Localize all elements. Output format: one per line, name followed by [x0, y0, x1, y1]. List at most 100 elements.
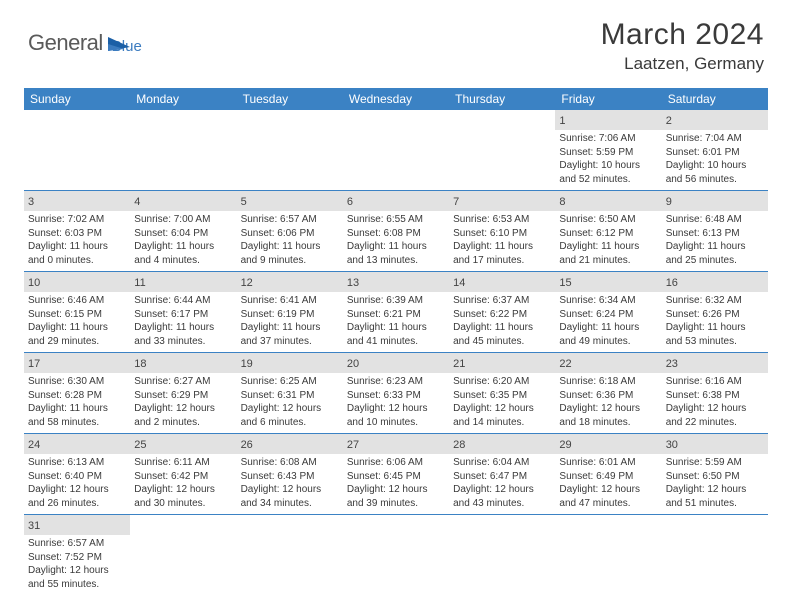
day-cell: Sunrise: 6:41 AMSunset: 6:19 PMDaylight:… — [237, 292, 343, 353]
sunrise-line: Sunrise: 7:06 AM — [559, 132, 657, 146]
day-number-cell: 20 — [343, 353, 449, 374]
sunrise-line: Sunrise: 6:50 AM — [559, 213, 657, 227]
sunrise-line: Sunrise: 6:39 AM — [347, 294, 445, 308]
daylight-line: Daylight: 11 hours and 58 minutes. — [28, 402, 126, 429]
sunrise-line: Sunrise: 6:08 AM — [241, 456, 339, 470]
day-cell — [343, 535, 449, 595]
daylight-line: Daylight: 11 hours and 25 minutes. — [666, 240, 764, 267]
day-number: 22 — [559, 358, 571, 370]
day-number-cell: 13 — [343, 272, 449, 293]
day-cell: Sunrise: 6:01 AMSunset: 6:49 PMDaylight:… — [555, 454, 661, 515]
day-cell: Sunrise: 6:27 AMSunset: 6:29 PMDaylight:… — [130, 373, 236, 434]
sunrise-line: Sunrise: 6:04 AM — [453, 456, 551, 470]
day-number-cell: 16 — [662, 272, 768, 293]
sunset-line: Sunset: 5:59 PM — [559, 146, 657, 160]
day-number: 5 — [241, 196, 247, 208]
day-number: 1 — [559, 115, 565, 127]
day-cell: Sunrise: 7:00 AMSunset: 6:04 PMDaylight:… — [130, 211, 236, 272]
day-number: 31 — [28, 520, 40, 532]
day-number-cell: 19 — [237, 353, 343, 374]
sunset-line: Sunset: 6:33 PM — [347, 389, 445, 403]
day-cell: Sunrise: 6:25 AMSunset: 6:31 PMDaylight:… — [237, 373, 343, 434]
day-number: 29 — [559, 439, 571, 451]
day-cell — [343, 130, 449, 191]
day-number-cell: 27 — [343, 434, 449, 455]
daylight-line: Daylight: 12 hours and 51 minutes. — [666, 483, 764, 510]
day-cell: Sunrise: 6:18 AMSunset: 6:36 PMDaylight:… — [555, 373, 661, 434]
day-number-cell — [343, 515, 449, 536]
day-number-cell: 25 — [130, 434, 236, 455]
day-number-cell — [449, 515, 555, 536]
sunrise-line: Sunrise: 6:57 AM — [241, 213, 339, 227]
sunset-line: Sunset: 7:52 PM — [28, 551, 126, 565]
day-number-cell: 10 — [24, 272, 130, 293]
day-cell — [449, 535, 555, 595]
sunset-line: Sunset: 6:42 PM — [134, 470, 232, 484]
day-number-cell: 1 — [555, 110, 661, 130]
calendar-header: SundayMondayTuesdayWednesdayThursdayFrid… — [24, 88, 768, 110]
daylight-line: Daylight: 11 hours and 45 minutes. — [453, 321, 551, 348]
day-number-cell: 4 — [130, 191, 236, 212]
sunrise-line: Sunrise: 6:23 AM — [347, 375, 445, 389]
sunset-line: Sunset: 6:29 PM — [134, 389, 232, 403]
day-number-cell — [237, 110, 343, 130]
day-number: 26 — [241, 439, 253, 451]
day-number-cell: 2 — [662, 110, 768, 130]
day-cell: Sunrise: 6:08 AMSunset: 6:43 PMDaylight:… — [237, 454, 343, 515]
day-number: 19 — [241, 358, 253, 370]
daylight-line: Daylight: 11 hours and 4 minutes. — [134, 240, 232, 267]
day-number: 25 — [134, 439, 146, 451]
day-cell: Sunrise: 6:20 AMSunset: 6:35 PMDaylight:… — [449, 373, 555, 434]
day-number-cell — [662, 515, 768, 536]
sunrise-line: Sunrise: 6:55 AM — [347, 213, 445, 227]
day-number: 21 — [453, 358, 465, 370]
daylight-line: Daylight: 12 hours and 55 minutes. — [28, 564, 126, 591]
day-number-cell: 17 — [24, 353, 130, 374]
day-cell: Sunrise: 6:34 AMSunset: 6:24 PMDaylight:… — [555, 292, 661, 353]
day-number: 8 — [559, 196, 565, 208]
header: General Blue March 2024 Laatzen, Germany — [0, 0, 792, 80]
logo-text-general: General — [28, 30, 103, 56]
day-cell: Sunrise: 6:37 AMSunset: 6:22 PMDaylight:… — [449, 292, 555, 353]
day-number-cell: 11 — [130, 272, 236, 293]
day-cell: Sunrise: 6:16 AMSunset: 6:38 PMDaylight:… — [662, 373, 768, 434]
sunrise-line: Sunrise: 6:27 AM — [134, 375, 232, 389]
sunrise-line: Sunrise: 6:41 AM — [241, 294, 339, 308]
day-cell — [555, 535, 661, 595]
sunrise-line: Sunrise: 6:53 AM — [453, 213, 551, 227]
daylight-line: Daylight: 10 hours and 52 minutes. — [559, 159, 657, 186]
day-cell — [130, 535, 236, 595]
daylight-line: Daylight: 11 hours and 37 minutes. — [241, 321, 339, 348]
day-number-cell — [130, 515, 236, 536]
sunset-line: Sunset: 6:50 PM — [666, 470, 764, 484]
sunset-line: Sunset: 6:06 PM — [241, 227, 339, 241]
day-number: 10 — [28, 277, 40, 289]
daylight-line: Daylight: 11 hours and 41 minutes. — [347, 321, 445, 348]
weekday-header: Saturday — [662, 88, 768, 110]
day-number-cell: 8 — [555, 191, 661, 212]
day-cell: Sunrise: 6:39 AMSunset: 6:21 PMDaylight:… — [343, 292, 449, 353]
day-number: 30 — [666, 439, 678, 451]
sunrise-line: Sunrise: 6:30 AM — [28, 375, 126, 389]
day-cell: Sunrise: 5:59 AMSunset: 6:50 PMDaylight:… — [662, 454, 768, 515]
day-number: 3 — [28, 196, 34, 208]
sunrise-line: Sunrise: 6:01 AM — [559, 456, 657, 470]
sunrise-line: Sunrise: 6:46 AM — [28, 294, 126, 308]
sunrise-line: Sunrise: 6:32 AM — [666, 294, 764, 308]
weekday-header: Wednesday — [343, 88, 449, 110]
sunset-line: Sunset: 6:24 PM — [559, 308, 657, 322]
daylight-line: Daylight: 12 hours and 10 minutes. — [347, 402, 445, 429]
sunset-line: Sunset: 6:40 PM — [28, 470, 126, 484]
weekday-header: Sunday — [24, 88, 130, 110]
sunrise-line: Sunrise: 5:59 AM — [666, 456, 764, 470]
sunset-line: Sunset: 6:45 PM — [347, 470, 445, 484]
day-cell: Sunrise: 6:04 AMSunset: 6:47 PMDaylight:… — [449, 454, 555, 515]
sunset-line: Sunset: 6:08 PM — [347, 227, 445, 241]
day-number-cell: 24 — [24, 434, 130, 455]
sunset-line: Sunset: 6:03 PM — [28, 227, 126, 241]
day-number: 17 — [28, 358, 40, 370]
day-cell: Sunrise: 6:30 AMSunset: 6:28 PMDaylight:… — [24, 373, 130, 434]
day-cell: Sunrise: 7:04 AMSunset: 6:01 PMDaylight:… — [662, 130, 768, 191]
sunset-line: Sunset: 6:49 PM — [559, 470, 657, 484]
day-number: 2 — [666, 115, 672, 127]
